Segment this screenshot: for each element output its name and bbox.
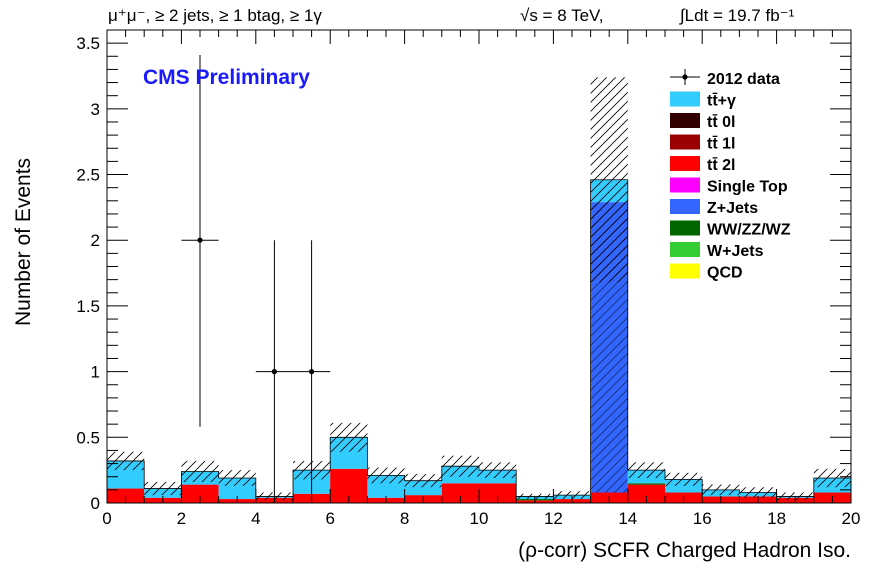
- stack-outline-path: [106, 179, 852, 503]
- legend-label-2: tt̄ 0l: [707, 113, 735, 131]
- x-tick-label-6: 12: [544, 509, 563, 528]
- legend-swatch-2: [670, 113, 700, 128]
- y-tick-label-3: 1.5: [76, 297, 100, 316]
- bar-0-9: [441, 483, 479, 503]
- bar-2-14: [627, 483, 665, 485]
- stack-outline: [106, 179, 852, 503]
- legend-swatch-9: [670, 263, 700, 279]
- bar-0-2: [181, 484, 219, 503]
- bar-0-10: [479, 483, 517, 503]
- legend-swatch-1: [670, 91, 700, 107]
- x-tick-label-0: 0: [102, 509, 111, 528]
- legend-swatch-7: [670, 220, 700, 236]
- legend-label-3: tt̄ 1l: [707, 134, 735, 152]
- legend-label-6: Z+Jets: [707, 200, 758, 217]
- y-tick-label-0: 0: [91, 494, 100, 513]
- x-tick-label-8: 16: [693, 509, 712, 528]
- cms-preliminary-label: CMS Preliminary: [143, 66, 310, 89]
- y-tick-label-2: 1: [91, 363, 100, 382]
- energy-label: √s = 8 TeV,: [520, 6, 604, 25]
- x-tick-label-2: 4: [251, 509, 260, 528]
- x-tick-label-3: 6: [325, 509, 334, 528]
- x-tick-label-7: 14: [618, 509, 637, 528]
- legend-swatch-5: [670, 177, 700, 193]
- legend-label-4: tt̄ 2l: [707, 156, 735, 174]
- legend-label-8: W+Jets: [707, 243, 764, 260]
- lumi-label: ∫Ldt = 19.7 fb⁻¹: [679, 6, 795, 25]
- x-tick-label-4: 8: [400, 509, 409, 528]
- legend-label-0: 2012 data: [707, 71, 780, 88]
- x-tick-label-5: 10: [470, 509, 489, 528]
- legend-marker-dot: [682, 74, 688, 80]
- data-points: [181, 54, 331, 503]
- legend-label-1: tt̄+γ: [707, 91, 736, 109]
- data-point-1: [271, 369, 277, 375]
- legend-swatch-6: [670, 199, 700, 214]
- legend-label-5: Single Top: [707, 179, 788, 196]
- data-point-2: [309, 369, 315, 375]
- legend: 2012 data tt̄+γ tt̄ 0l tt̄ 1l tt̄ 2l Single T…: [670, 69, 791, 282]
- uncertainty-bands: [107, 77, 851, 501]
- bar-0-14: [627, 484, 665, 503]
- legend-swatch-8: [670, 242, 700, 257]
- bar-0-0: [107, 488, 145, 503]
- selection-label: μ⁺μ⁻, ≥ 2 jets, ≥ 1 btag, ≥ 1γ: [108, 6, 322, 25]
- legend-label-9: QCD: [707, 265, 743, 282]
- legend-swatch-3: [670, 134, 700, 150]
- x-tick-label-1: 2: [177, 509, 186, 528]
- legend-swatch-4: [670, 156, 700, 171]
- x-tick-label-9: 18: [767, 509, 786, 528]
- x-tick-label-10: 20: [842, 509, 861, 528]
- legend-label-7: WW/ZZ/WZ: [707, 222, 791, 239]
- y-axis-title: Number of Events: [12, 158, 35, 326]
- y-tick-label-4: 2: [91, 231, 100, 250]
- data-point-0: [197, 237, 203, 243]
- y-tick-label-5: 2.5: [76, 166, 100, 185]
- y-tick-label-7: 3.5: [76, 34, 100, 53]
- x-axis-title: (ρ-corr) SCFR Charged Hadron Iso.: [518, 539, 851, 562]
- axes: 0 2 4 6 8 10 12 14 16 18 20 0 0.5 1 1.5 2 2.5 3 3.5: [76, 29, 861, 528]
- y-tick-label-6: 3: [91, 100, 100, 119]
- y-tick-label-1: 0.5: [76, 428, 100, 447]
